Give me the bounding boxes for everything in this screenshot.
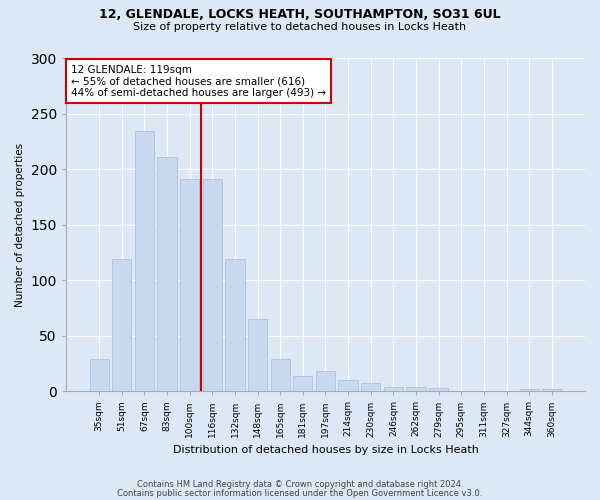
Bar xyxy=(406,387,425,392)
Bar xyxy=(203,179,222,392)
Bar xyxy=(271,359,290,392)
Bar xyxy=(226,259,245,392)
Bar xyxy=(316,372,335,392)
Text: Size of property relative to detached houses in Locks Heath: Size of property relative to detached ho… xyxy=(133,22,467,32)
X-axis label: Distribution of detached houses by size in Locks Heath: Distribution of detached houses by size … xyxy=(173,445,478,455)
Bar xyxy=(293,376,313,392)
Bar xyxy=(180,179,199,392)
Bar xyxy=(338,380,358,392)
Text: Contains public sector information licensed under the Open Government Licence v3: Contains public sector information licen… xyxy=(118,488,482,498)
Bar xyxy=(248,319,267,392)
Bar xyxy=(135,132,154,392)
Bar xyxy=(89,359,109,392)
Text: 12 GLENDALE: 119sqm
← 55% of detached houses are smaller (616)
44% of semi-detac: 12 GLENDALE: 119sqm ← 55% of detached ho… xyxy=(71,64,326,98)
Bar xyxy=(384,387,403,392)
Bar xyxy=(429,388,448,392)
Bar xyxy=(542,389,562,392)
Text: 12, GLENDALE, LOCKS HEATH, SOUTHAMPTON, SO31 6UL: 12, GLENDALE, LOCKS HEATH, SOUTHAMPTON, … xyxy=(99,8,501,20)
Y-axis label: Number of detached properties: Number of detached properties xyxy=(15,142,25,306)
Bar xyxy=(520,389,539,392)
Bar xyxy=(112,259,131,392)
Bar xyxy=(157,157,176,392)
Text: Contains HM Land Registry data © Crown copyright and database right 2024.: Contains HM Land Registry data © Crown c… xyxy=(137,480,463,489)
Bar xyxy=(361,384,380,392)
